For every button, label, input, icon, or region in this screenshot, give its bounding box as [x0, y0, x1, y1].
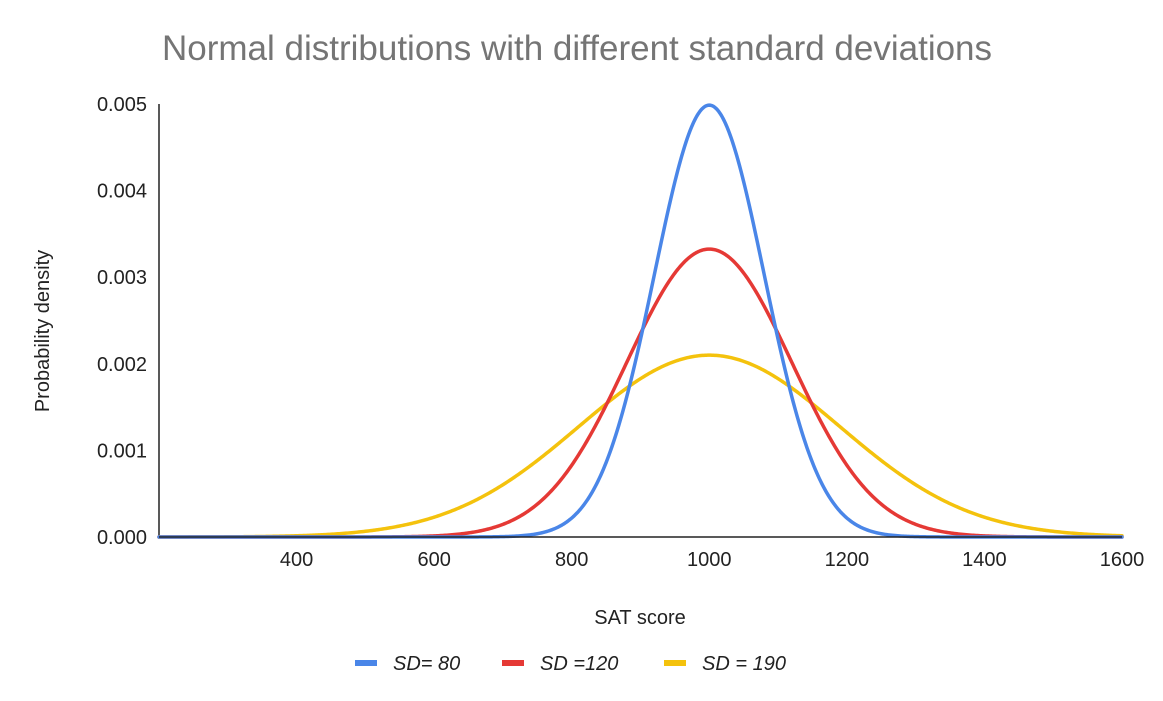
- x-tick-label: 1400: [962, 549, 1007, 571]
- y-tick-label: 0.005: [97, 94, 147, 116]
- x-tick-label: 400: [280, 549, 313, 571]
- x-tick-label: 1000: [687, 549, 732, 571]
- y-tick-label: 0.001: [97, 440, 147, 462]
- legend: SD= 80 SD =120 SD = 190: [355, 653, 786, 675]
- y-tick-label: 0.003: [97, 267, 147, 289]
- legend-label-sd-190: SD = 190: [702, 653, 786, 675]
- legend-label-sd-80: SD= 80: [393, 653, 460, 675]
- y-tick-label: 0.004: [97, 181, 147, 203]
- y-tick-label: 0.000: [97, 527, 147, 549]
- x-axis-title: SAT score: [594, 607, 686, 629]
- plot-area: 0.000 0.001 0.002 0.003 0.004 0.005 400 600 800 1…: [97, 94, 1144, 571]
- legend-label-sd-120: SD =120: [540, 653, 618, 675]
- series-line-sd-80: [157, 103, 1124, 539]
- chart-title: Normal distributions with different stan…: [162, 29, 992, 68]
- x-tick-label: 800: [555, 549, 588, 571]
- y-axis-title: Probability density: [32, 250, 54, 412]
- series-line-sd-190: [157, 353, 1124, 539]
- x-tick-label: 600: [417, 549, 450, 571]
- y-tick-label: 0.002: [97, 354, 147, 376]
- x-tick-label: 1200: [825, 549, 870, 571]
- series-line-sd-120: [157, 247, 1124, 539]
- x-tick-label: 1600: [1100, 549, 1145, 571]
